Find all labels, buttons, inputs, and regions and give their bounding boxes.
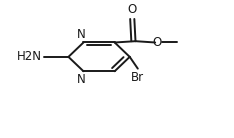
Text: Br: Br [131,71,144,84]
Text: H2N: H2N [17,50,42,63]
Text: O: O [153,36,162,49]
Text: N: N [77,73,86,86]
Text: O: O [128,3,137,16]
Text: N: N [77,28,86,41]
